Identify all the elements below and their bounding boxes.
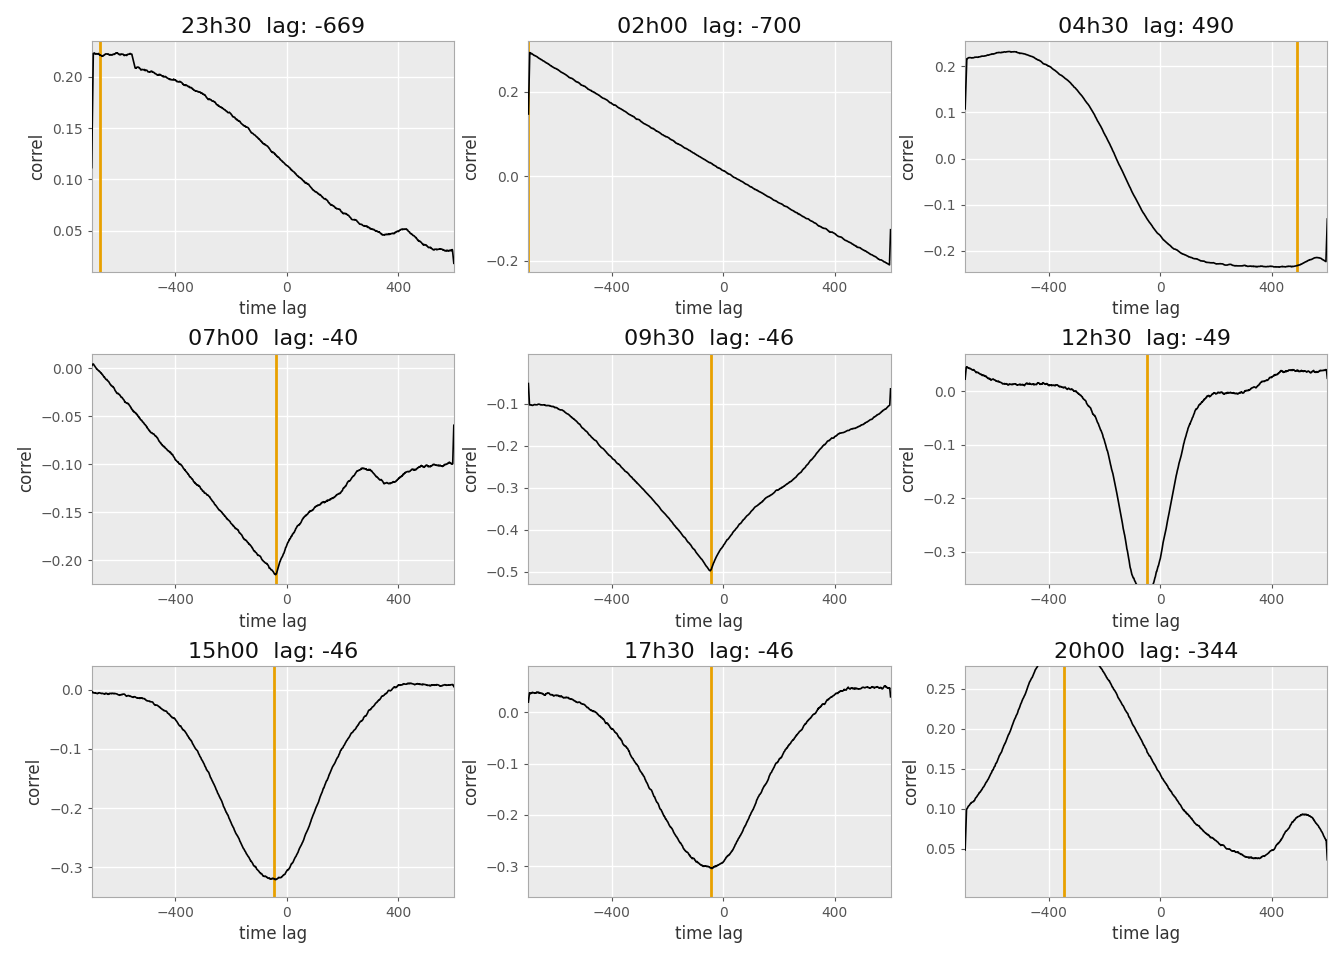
X-axis label: time lag: time lag bbox=[676, 612, 743, 631]
X-axis label: time lag: time lag bbox=[239, 612, 306, 631]
Y-axis label: correl: correl bbox=[462, 445, 480, 492]
Y-axis label: correl: correl bbox=[16, 445, 35, 492]
Y-axis label: correl: correl bbox=[899, 445, 917, 492]
Title: 12h30  lag: -49: 12h30 lag: -49 bbox=[1062, 329, 1231, 349]
X-axis label: time lag: time lag bbox=[676, 300, 743, 318]
Title: 23h30  lag: -669: 23h30 lag: -669 bbox=[180, 16, 364, 36]
Title: 17h30  lag: -46: 17h30 lag: -46 bbox=[625, 642, 794, 661]
X-axis label: time lag: time lag bbox=[1113, 612, 1180, 631]
X-axis label: time lag: time lag bbox=[1113, 925, 1180, 944]
X-axis label: time lag: time lag bbox=[239, 925, 306, 944]
Title: 07h00  lag: -40: 07h00 lag: -40 bbox=[188, 329, 358, 349]
Y-axis label: correl: correl bbox=[462, 132, 480, 180]
Title: 15h00  lag: -46: 15h00 lag: -46 bbox=[188, 642, 358, 661]
X-axis label: time lag: time lag bbox=[676, 925, 743, 944]
X-axis label: time lag: time lag bbox=[239, 300, 306, 318]
Title: 04h30  lag: 490: 04h30 lag: 490 bbox=[1058, 16, 1234, 36]
Title: 02h00  lag: -700: 02h00 lag: -700 bbox=[617, 16, 802, 36]
Y-axis label: correl: correl bbox=[26, 757, 43, 805]
Y-axis label: correl: correl bbox=[899, 132, 917, 180]
Title: 20h00  lag: -344: 20h00 lag: -344 bbox=[1054, 642, 1238, 661]
Y-axis label: correl: correl bbox=[462, 757, 480, 805]
Y-axis label: correl: correl bbox=[902, 757, 919, 805]
Title: 09h30  lag: -46: 09h30 lag: -46 bbox=[625, 329, 794, 349]
X-axis label: time lag: time lag bbox=[1113, 300, 1180, 318]
Y-axis label: correl: correl bbox=[28, 132, 46, 180]
